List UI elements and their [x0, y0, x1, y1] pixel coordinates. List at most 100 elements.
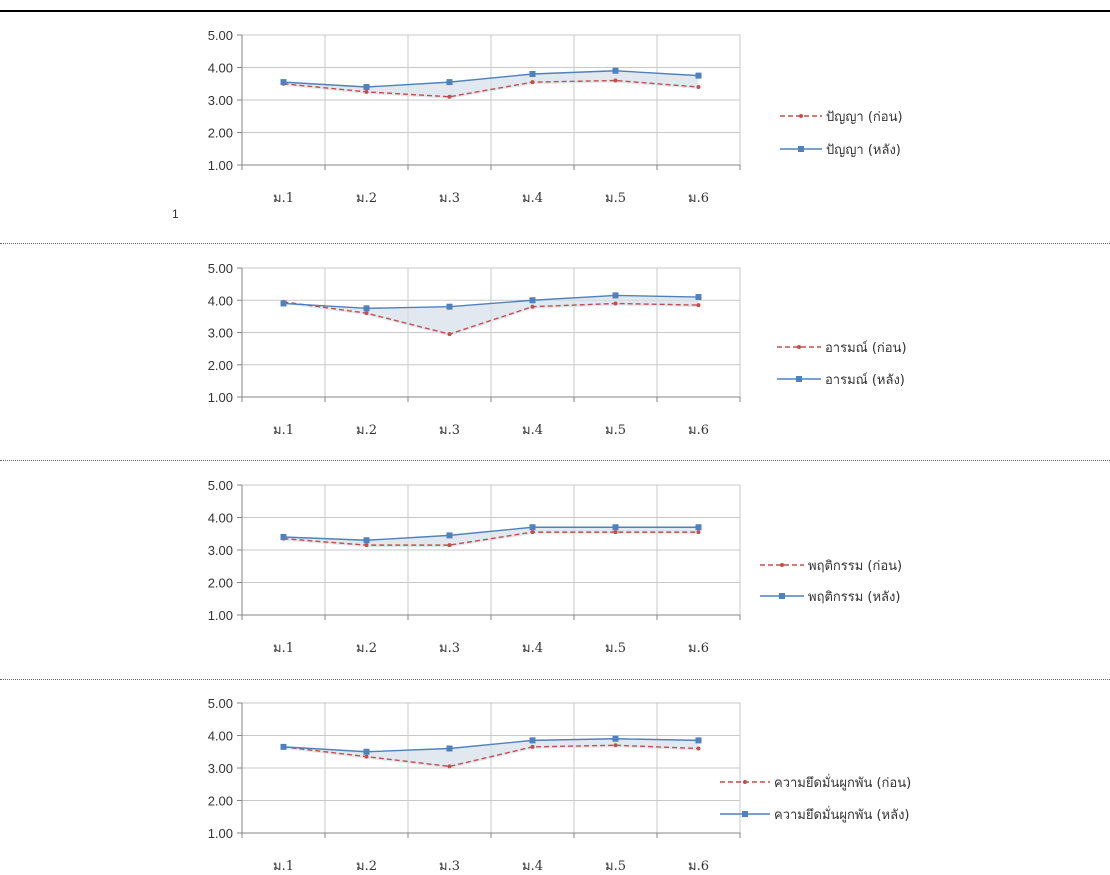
legend-label: ความยึดมั่นผูกพัน (ก่อน) — [774, 774, 911, 791]
y-tick-label: 5.00 — [208, 696, 233, 711]
legend-marker — [780, 563, 784, 567]
legend-label: พฤติกรรม (ก่อน) — [808, 559, 902, 574]
y-tick-label: 3.00 — [208, 761, 233, 776]
data-point — [363, 537, 370, 544]
y-tick-label: 5.00 — [208, 261, 233, 276]
x-tick-label: ม.1 — [273, 641, 294, 656]
x-tick-label: ม.3 — [439, 641, 460, 656]
y-tick-label: 1.00 — [208, 158, 233, 173]
data-point — [447, 332, 452, 337]
y-tick-label: 4.00 — [208, 293, 233, 308]
y-tick-label: 1.00 — [208, 608, 233, 623]
data-point — [695, 524, 702, 531]
data-point — [613, 530, 618, 535]
y-tick-label: 4.00 — [208, 61, 233, 76]
data-point — [696, 746, 701, 751]
data-point — [530, 80, 535, 85]
legend-marker — [743, 780, 747, 784]
x-tick-label: ม.4 — [522, 423, 543, 438]
data-point — [364, 543, 369, 548]
y-tick-label: 4.00 — [208, 511, 233, 526]
legend-label: อารมณ์ (ก่อน) — [825, 340, 907, 356]
legend-marker — [798, 146, 804, 152]
data-point — [613, 301, 618, 306]
series-gap-band — [283, 295, 699, 337]
data-point — [612, 735, 619, 742]
data-point — [446, 745, 453, 752]
x-tick-label: ม.5 — [605, 641, 626, 656]
y-tick-label: 2.00 — [208, 576, 233, 591]
data-point — [696, 303, 701, 308]
data-point — [363, 84, 370, 90]
data-point — [529, 524, 536, 531]
x-tick-label: ม.2 — [356, 423, 377, 438]
x-tick-label: ม.3 — [439, 423, 460, 438]
x-tick-label: ม.2 — [356, 641, 377, 656]
data-point — [529, 297, 536, 304]
series-line — [283, 70, 699, 88]
chart-2: 5.00 4.00 3.00 2.00 1.00 ม.1 ม.2 ม.3 ม.4 ม.5 ม.6 อา… — [208, 261, 907, 438]
x-tick-label: ม.4 — [522, 641, 543, 656]
legend-label: พฤติกรรม (หลัง) — [808, 590, 900, 605]
series-line — [283, 301, 699, 335]
y-tick-label: 3.00 — [208, 326, 233, 341]
chart-4: 5.00 4.00 3.00 2.00 1.00 ม.1 ม.2 ม.3 ม.4 ม.5 ม.6 คว… — [208, 696, 911, 874]
data-point — [446, 303, 453, 310]
data-point — [363, 305, 370, 312]
y-tick-label: 1.00 — [208, 390, 233, 405]
y-tick-label: 5.00 — [208, 478, 233, 493]
data-point — [695, 294, 702, 301]
data-point — [529, 737, 536, 744]
chart-1: 5.00 4.00 3.00 2.00 1.00 ม.1 ม.2 ม.3 ม.4 ม.5 ม.6 ปั… — [208, 28, 903, 206]
legend-label: ความยึดมั่นผูกพัน (หลัง) — [774, 806, 909, 823]
series-gap-band — [283, 70, 699, 99]
y-tick-label: 3.00 — [208, 543, 233, 558]
data-point — [280, 79, 287, 86]
data-point — [530, 304, 535, 309]
legend-marker — [779, 593, 785, 599]
data-point — [613, 78, 618, 83]
x-tick-label: ม.6 — [688, 423, 709, 438]
y-tick-label: 3.00 — [208, 93, 233, 108]
x-tick-label: ม.6 — [688, 191, 709, 206]
separator-line — [0, 679, 1110, 680]
data-point — [612, 524, 619, 531]
x-tick-label: ม.5 — [605, 191, 626, 206]
data-point — [530, 530, 535, 535]
top-rule — [0, 10, 1110, 12]
legend-marker — [742, 811, 748, 817]
x-tick-label: ม.3 — [439, 859, 460, 874]
series-line — [283, 531, 699, 546]
data-point — [530, 744, 535, 749]
x-tick-label: ม.5 — [605, 859, 626, 874]
y-tick-label: 2.00 — [208, 126, 233, 141]
data-point — [364, 754, 369, 759]
data-point — [695, 72, 702, 79]
data-point — [612, 292, 619, 299]
series-line — [283, 744, 699, 768]
legend-label: ปัญญา (หลัง) — [826, 143, 901, 158]
data-point — [280, 300, 287, 307]
legend-label: อารมณ์ (หลัง) — [825, 372, 905, 388]
data-point — [364, 89, 369, 94]
data-point — [364, 311, 369, 316]
data-point — [280, 534, 287, 540]
data-point — [529, 71, 536, 77]
separator-line — [0, 243, 1110, 244]
legend-marker — [796, 376, 802, 382]
data-point — [696, 85, 701, 89]
x-tick-label: ม.5 — [605, 423, 626, 438]
y-tick-label: 2.00 — [208, 794, 233, 809]
x-tick-label: ม.6 — [688, 641, 709, 656]
data-point — [280, 743, 287, 750]
x-tick-label: ม.1 — [273, 191, 294, 206]
data-point — [446, 532, 453, 539]
x-tick-label: ม.2 — [356, 859, 377, 874]
series-line — [283, 526, 699, 541]
data-point — [446, 79, 453, 86]
legend-marker — [797, 345, 801, 349]
x-tick-label: ม.2 — [356, 191, 377, 206]
y-tick-label: 5.00 — [208, 28, 233, 43]
x-tick-label: ม.1 — [273, 859, 294, 874]
data-point — [612, 67, 619, 74]
